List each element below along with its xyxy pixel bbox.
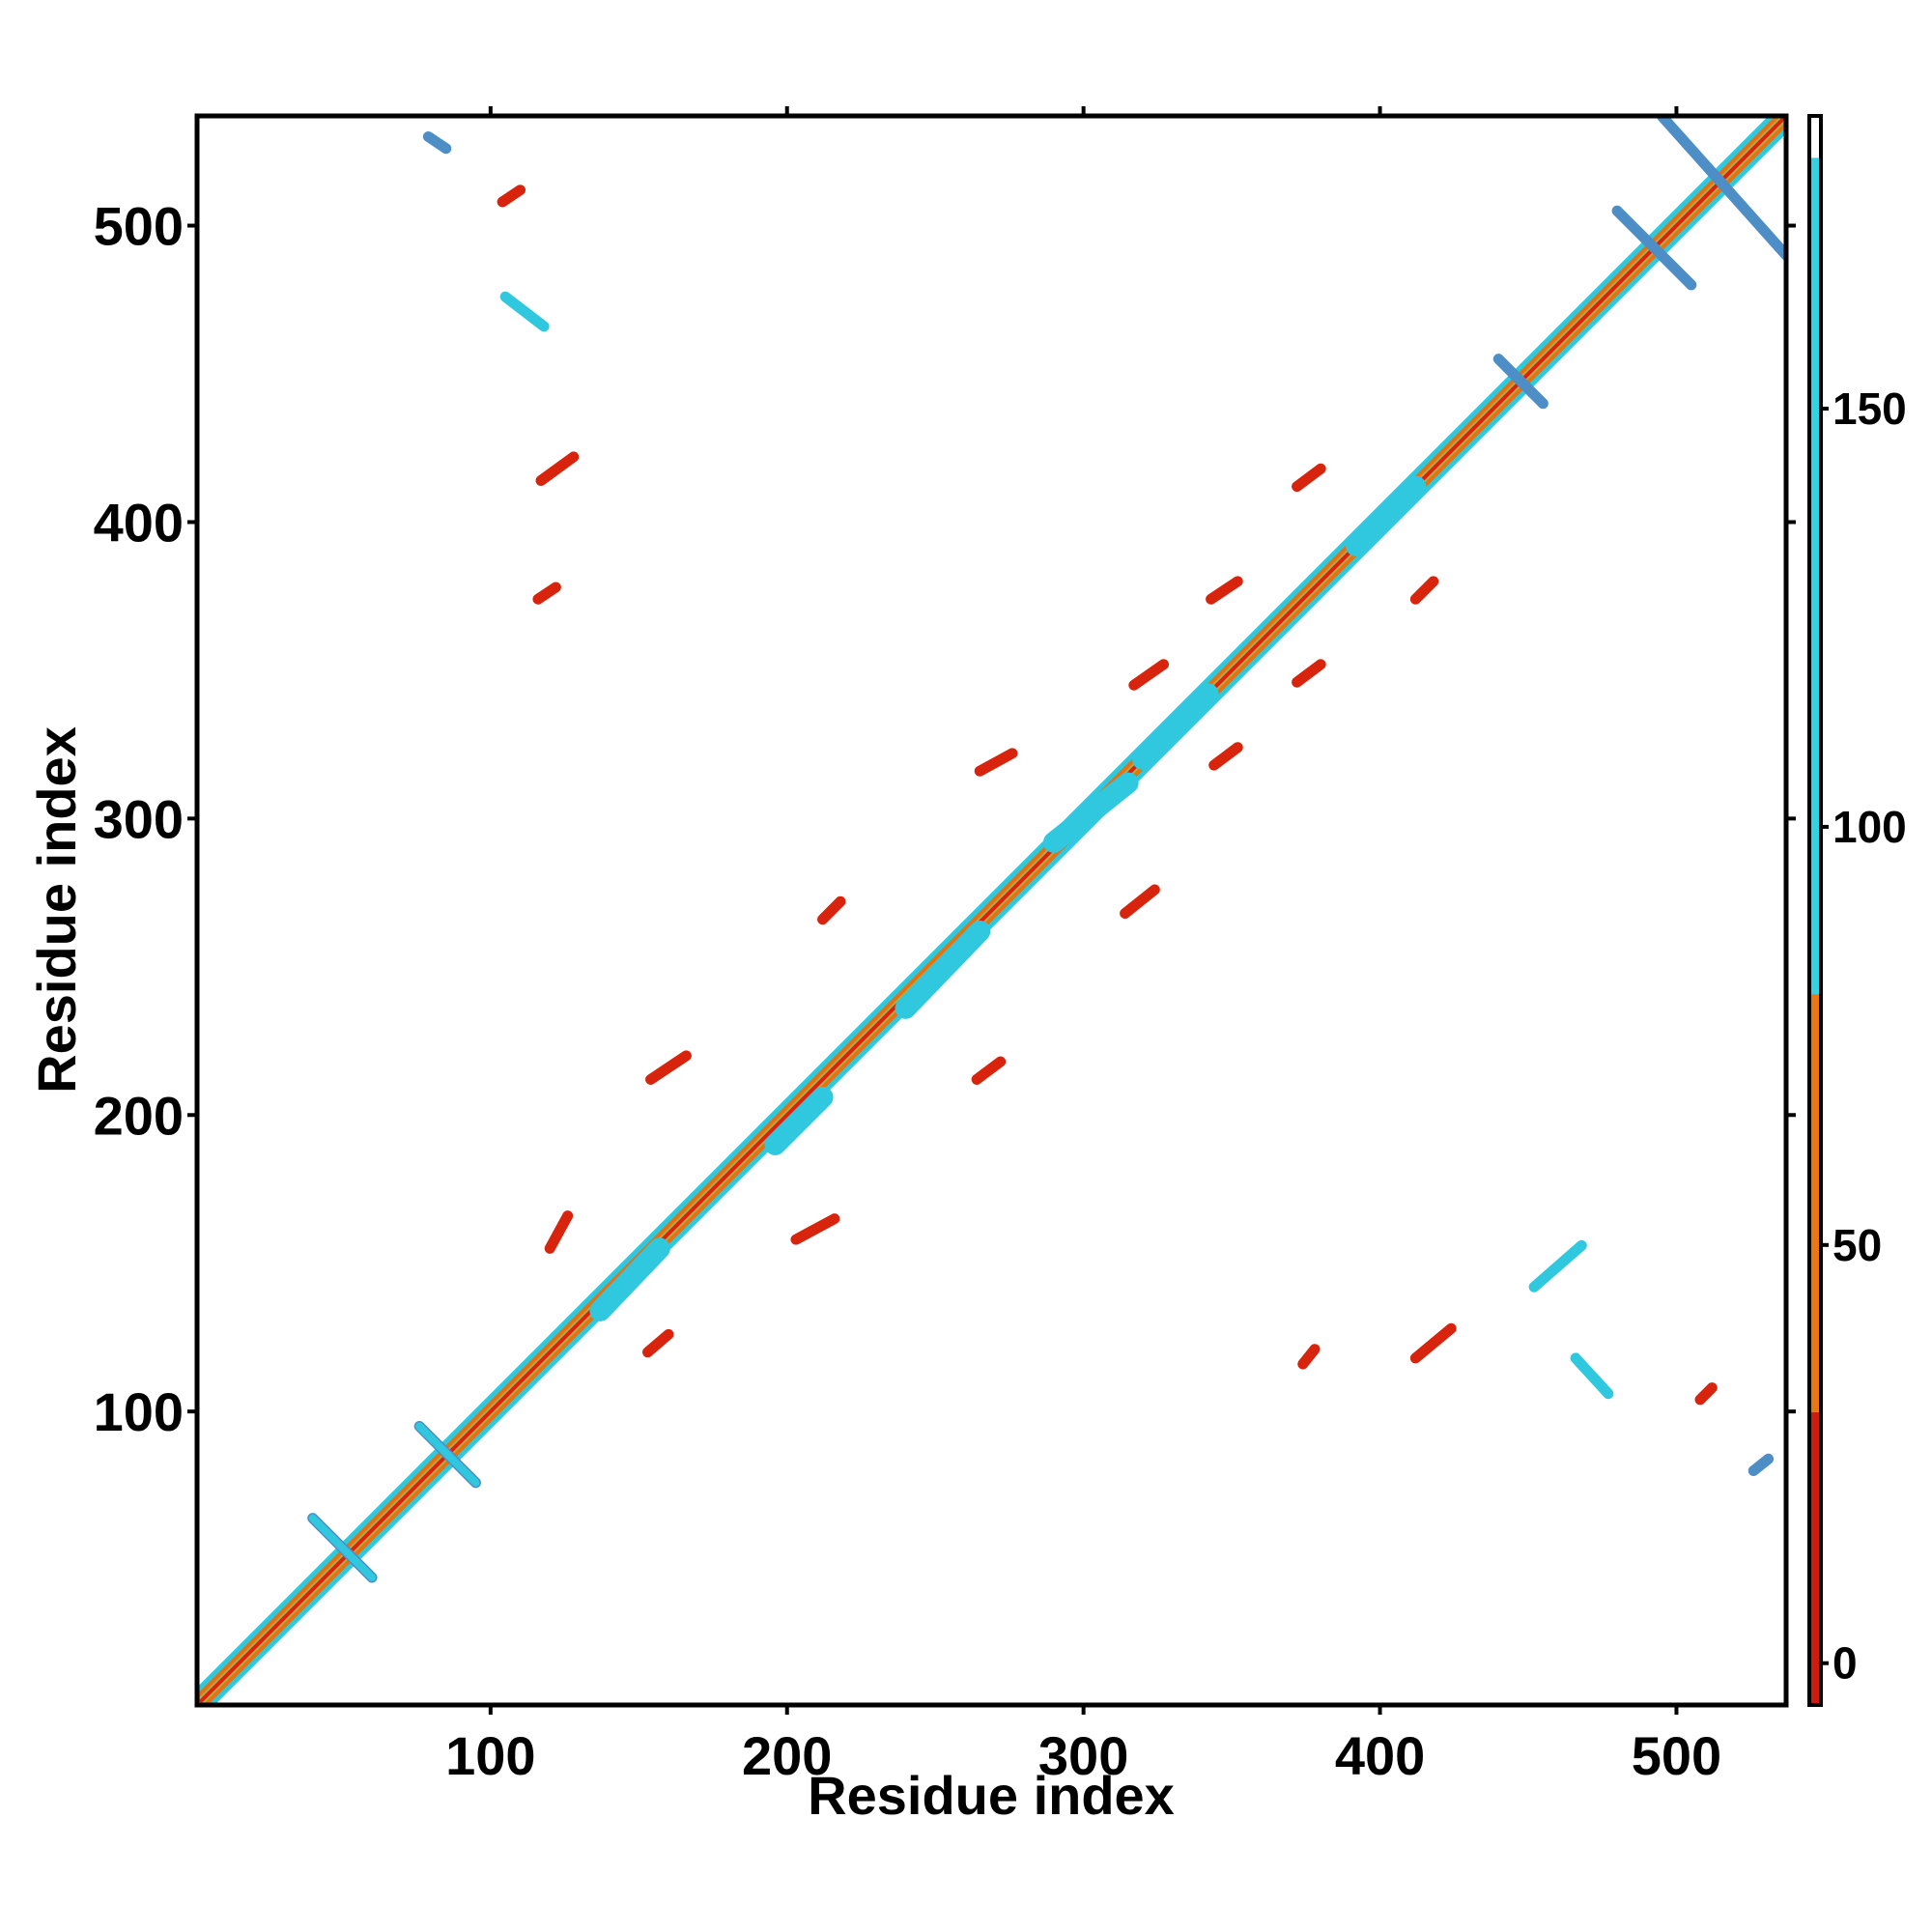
x-axis: 100 200 300 400 500 bbox=[445, 106, 1721, 1786]
colorbar-band-2 bbox=[1809, 157, 1821, 995]
contact-segment-13 bbox=[497, 185, 526, 208]
contact-segment-6 bbox=[1042, 772, 1139, 853]
contact-segment-27 bbox=[1292, 463, 1326, 493]
colorbar-band-1 bbox=[1809, 994, 1821, 1412]
contact-segment-11 bbox=[1656, 116, 1786, 261]
colorbar-tick-label-150: 150 bbox=[1833, 384, 1907, 434]
colorbar-band-0 bbox=[1809, 1411, 1821, 1705]
contact-segment-24 bbox=[1208, 742, 1243, 771]
y-tick-label-500: 500 bbox=[94, 196, 184, 257]
y-tick-label-100: 100 bbox=[94, 1381, 184, 1442]
contact-segment-20 bbox=[971, 1056, 1007, 1085]
contact-segment-36 bbox=[544, 1210, 574, 1254]
colorbar-tick-label-100: 100 bbox=[1833, 802, 1907, 852]
contact-segment-16 bbox=[532, 582, 561, 605]
contact-segment-35 bbox=[641, 1328, 674, 1358]
y-tick-label-200: 200 bbox=[94, 1085, 184, 1146]
x-tick-label-500: 500 bbox=[1632, 1725, 1721, 1786]
contact-segment-28 bbox=[1409, 576, 1439, 605]
contact-segment-10 bbox=[1611, 205, 1697, 291]
x-tick-label-100: 100 bbox=[445, 1725, 535, 1786]
x-tick-label-400: 400 bbox=[1335, 1725, 1425, 1786]
contact-segment-9 bbox=[1492, 354, 1548, 410]
contact-segment-21 bbox=[974, 748, 1018, 777]
contact-segment-4 bbox=[764, 1086, 834, 1155]
colorbar-frame bbox=[1807, 114, 1823, 1707]
x-tick-label-200: 200 bbox=[742, 1725, 832, 1786]
contact-segment-15 bbox=[535, 451, 580, 486]
colorbar-tick-label-0: 0 bbox=[1833, 1638, 1858, 1689]
contact-segment-7 bbox=[1132, 683, 1219, 770]
contact-segment-19 bbox=[817, 895, 846, 925]
plot-frame bbox=[194, 113, 1789, 1708]
x-tick-label-300: 300 bbox=[1038, 1725, 1128, 1786]
contact-segment-17 bbox=[645, 1050, 692, 1085]
contact-segment-core-1 bbox=[308, 1514, 377, 1582]
colorbar-band-3 bbox=[1809, 116, 1821, 158]
contact-segment-5 bbox=[895, 920, 991, 1019]
contact-segment-26 bbox=[1292, 659, 1326, 688]
colorbar-tick-label-50: 50 bbox=[1833, 1220, 1882, 1270]
contact-segment-14 bbox=[499, 291, 550, 332]
contact-segment-core-2 bbox=[415, 1422, 480, 1487]
colorbar: 0 50 100 150 bbox=[1807, 114, 1907, 1707]
y-tick-label-300: 300 bbox=[94, 788, 184, 849]
contact-segment-23 bbox=[1128, 659, 1170, 691]
contact-segment-18 bbox=[790, 1213, 840, 1245]
contact-segment-29 bbox=[1297, 1344, 1321, 1370]
y-axis-title: Residue index bbox=[26, 726, 87, 1094]
contact-segment-32 bbox=[1694, 1382, 1718, 1406]
contact-segment-30 bbox=[1409, 1322, 1457, 1364]
x-axis-title: Residue index bbox=[808, 1765, 1175, 1826]
contact-segment-8 bbox=[1345, 475, 1427, 557]
y-axis: 100 200 300 400 500 bbox=[94, 196, 1796, 1442]
contact-segment-22 bbox=[1120, 884, 1160, 920]
contact-segment-34 bbox=[1528, 1239, 1587, 1293]
contact-segment-33 bbox=[1747, 1453, 1775, 1477]
contact-segment-31 bbox=[1570, 1352, 1614, 1400]
heatmap-marks bbox=[197, 116, 1786, 1705]
contact-segment-3 bbox=[589, 1237, 670, 1321]
y-tick-label-400: 400 bbox=[94, 492, 184, 553]
contact-segment-25 bbox=[1206, 576, 1243, 605]
contact-segment-12 bbox=[422, 130, 452, 155]
